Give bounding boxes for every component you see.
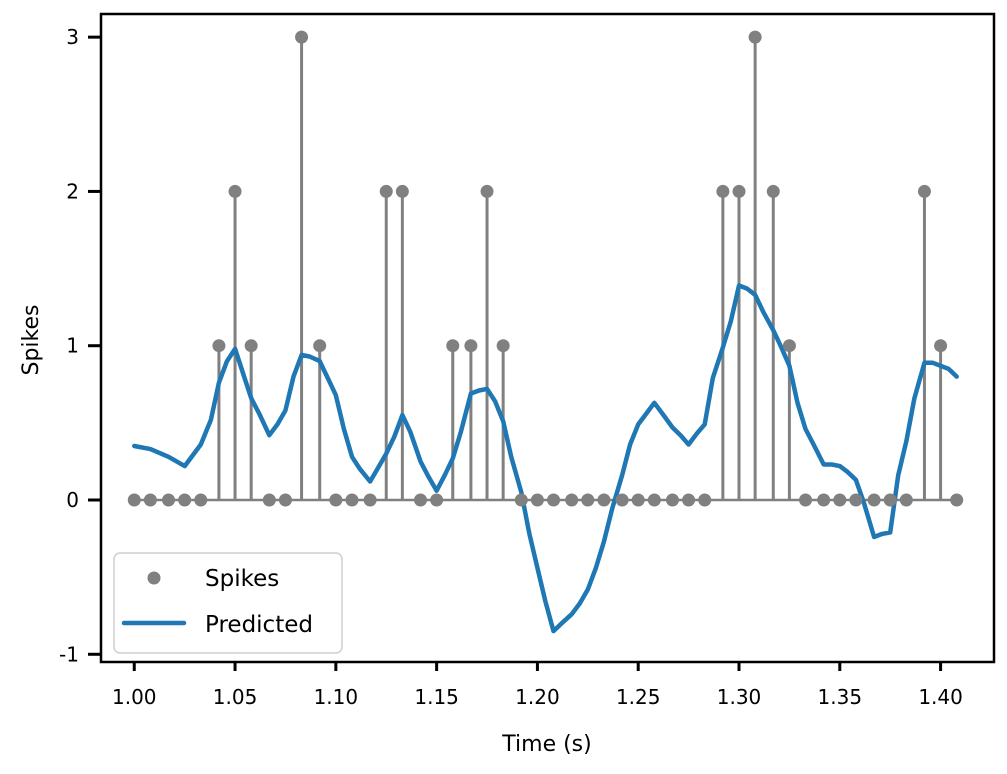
- spike-marker: [799, 493, 813, 507]
- spike-marker: [782, 339, 796, 353]
- spike-marker: [732, 184, 746, 198]
- spike-marker: [313, 339, 327, 353]
- spike-marker: [162, 493, 176, 507]
- spike-marker: [329, 493, 343, 507]
- spike-marker: [480, 184, 494, 198]
- y-tick-label: -1: [59, 642, 79, 666]
- spike-marker: [496, 339, 510, 353]
- spike-marker: [766, 184, 780, 198]
- spike-marker: [514, 493, 528, 507]
- spike-marker: [547, 493, 561, 507]
- spike-marker: [127, 493, 141, 507]
- spike-marker: [295, 30, 309, 44]
- spike-marker: [262, 493, 276, 507]
- spike-marker: [950, 493, 964, 507]
- spike-marker: [883, 493, 897, 507]
- x-tick-label: 1.10: [314, 685, 359, 709]
- x-tick-label: 1.05: [213, 685, 258, 709]
- spike-marker: [395, 184, 409, 198]
- spike-marker: [833, 493, 847, 507]
- spike-marker: [143, 493, 157, 507]
- y-tick-label: 3: [66, 25, 79, 49]
- predicted-line-layer: [132, 283, 959, 634]
- spike-marker: [464, 339, 478, 353]
- spike-marker: [194, 493, 208, 507]
- spike-marker: [228, 184, 242, 198]
- y-axis-ticks: -1 0 1 2 3: [59, 25, 101, 666]
- spike-marker: [430, 493, 444, 507]
- spike-marker: [212, 339, 226, 353]
- x-axis-title: Time (s): [501, 732, 591, 757]
- spike-marker: [615, 493, 629, 507]
- spike-marker: [530, 493, 544, 507]
- spike-marker: [446, 339, 460, 353]
- x-tick-label: 1.40: [918, 685, 963, 709]
- spike-stems: [134, 37, 957, 502]
- legend-spikes-marker: [147, 571, 161, 585]
- x-axis-ticks: 1.00 1.05 1.10 1.15 1.20 1.25 1.30 1.35 1.40: [112, 662, 963, 709]
- spike-marker: [849, 493, 863, 507]
- x-tick-label: 1.30: [717, 685, 762, 709]
- y-tick-label: 2: [66, 179, 79, 203]
- spike-marker: [244, 339, 258, 353]
- spike-marker: [716, 184, 730, 198]
- x-tick-label: 1.35: [818, 685, 863, 709]
- y-tick-label: 1: [66, 334, 79, 358]
- spike-marker: [565, 493, 579, 507]
- spike-marker: [748, 30, 762, 44]
- spike-marker: [934, 339, 948, 353]
- x-tick-label: 1.00: [112, 685, 157, 709]
- spike-marker: [867, 493, 881, 507]
- spike-marker: [414, 493, 428, 507]
- spike-marker: [631, 493, 645, 507]
- spike-marker: [665, 493, 679, 507]
- spike-marker: [345, 493, 359, 507]
- spike-marker: [698, 493, 712, 507]
- spike-marker: [178, 493, 192, 507]
- spike-marker: [278, 493, 292, 507]
- spike-marker: [597, 493, 611, 507]
- x-tick-label: 1.25: [616, 685, 661, 709]
- legend: Spikes Predicted: [113, 552, 343, 654]
- spike-markers: [127, 30, 964, 507]
- y-tick-label: 0: [66, 488, 79, 512]
- legend-box: [113, 552, 343, 654]
- spike-marker: [581, 493, 595, 507]
- x-tick-label: 1.20: [515, 685, 560, 709]
- plot-frame: [99, 12, 996, 664]
- spike-marker: [363, 493, 377, 507]
- predicted-line: [132, 283, 959, 634]
- legend-spikes-label: Spikes: [205, 566, 279, 592]
- x-tick-label: 1.15: [414, 685, 459, 709]
- spike-marker: [917, 184, 931, 198]
- spike-marker: [647, 493, 661, 507]
- legend-predicted-label: Predicted: [205, 612, 313, 638]
- y-axis-title: Spikes: [19, 305, 44, 376]
- spike-marker: [817, 493, 831, 507]
- spike-marker: [682, 493, 696, 507]
- spike-marker: [379, 184, 393, 198]
- spike-marker: [899, 493, 913, 507]
